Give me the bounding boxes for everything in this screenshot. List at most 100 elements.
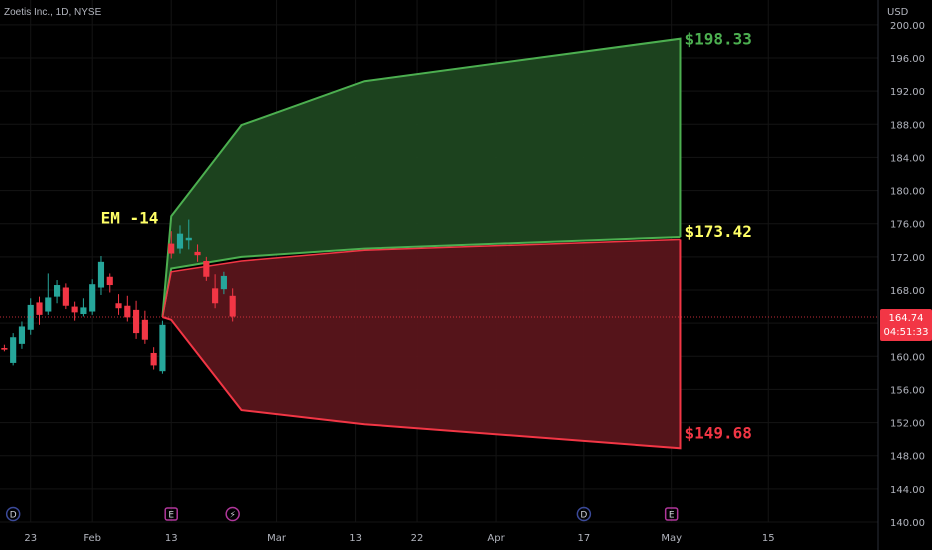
- candle-body: [80, 307, 87, 315]
- candle[interactable]: [10, 333, 17, 366]
- price-tick-label: 152.00: [890, 419, 925, 430]
- candle[interactable]: [18, 321, 26, 349]
- price-tick-label: 156.00: [890, 385, 925, 396]
- time-tick-label: 23: [24, 533, 37, 544]
- price-tick-label: 200.00: [890, 21, 925, 32]
- candle-body: [220, 275, 227, 290]
- lower-target-label: $149.68: [684, 423, 751, 442]
- event-letter: D: [580, 511, 587, 521]
- current-price-value: 164.74: [889, 313, 924, 324]
- candle-body: [176, 233, 184, 249]
- candle-body: [229, 295, 236, 317]
- expected-move-label: EM -14: [101, 209, 159, 228]
- candle-body: [1, 348, 8, 350]
- event-dividend-marker[interactable]: D: [576, 506, 592, 522]
- candle[interactable]: [80, 298, 87, 317]
- candle[interactable]: [212, 274, 219, 309]
- expected-move-zones: [161, 37, 682, 450]
- candle[interactable]: [220, 271, 227, 295]
- candle-body: [106, 276, 113, 286]
- candle[interactable]: [133, 300, 140, 339]
- price-tick-label: 148.00: [890, 452, 925, 463]
- time-tick-label: Apr: [487, 533, 505, 544]
- time-tick-label: May: [661, 533, 682, 544]
- candle-body: [203, 261, 210, 277]
- event-letter: E: [669, 511, 675, 521]
- price-tick-label: 160.00: [890, 352, 925, 363]
- candle-body: [89, 284, 96, 312]
- candle-body: [133, 309, 140, 334]
- event-letter: E: [168, 511, 174, 521]
- candle[interactable]: [168, 231, 175, 259]
- candle-body: [71, 306, 78, 313]
- upper-zone-fill: [162, 38, 681, 317]
- candle-body: [159, 324, 166, 372]
- time-tick-label: 13: [165, 533, 178, 544]
- candle[interactable]: [89, 279, 96, 315]
- event-badge: [225, 506, 240, 522]
- candle-body: [115, 303, 122, 309]
- candle[interactable]: [97, 256, 105, 295]
- time-tick-label: 13: [349, 533, 362, 544]
- candle[interactable]: [150, 347, 157, 370]
- price-tick-label: 192.00: [890, 87, 925, 98]
- expected-move-labels: $198.33 $173.42 $149.68 EM -14: [101, 30, 752, 443]
- candle-body: [10, 337, 17, 363]
- middle-line-lower: [161, 238, 681, 318]
- middle-target-label: $173.42: [684, 222, 751, 241]
- price-tick-label: 176.00: [890, 220, 925, 231]
- symbol-title: Zoetis Inc., 1D, NYSE: [4, 7, 102, 18]
- price-tick-label: 172.00: [890, 253, 925, 264]
- candle[interactable]: [176, 225, 184, 254]
- candle[interactable]: [36, 296, 43, 325]
- currency-label: USD: [887, 7, 909, 18]
- price-tick-label: 188.00: [890, 120, 925, 131]
- candle[interactable]: [62, 283, 69, 310]
- candle-body: [45, 297, 52, 312]
- bar-countdown: 04:51:33: [884, 327, 929, 338]
- candle-body: [194, 251, 201, 256]
- event-badge: [576, 506, 592, 522]
- price-tick-label: 180.00: [890, 187, 925, 198]
- time-tick-label: 17: [578, 533, 591, 544]
- candle[interactable]: [115, 294, 122, 315]
- time-axis[interactable]: 23 Feb 13 Mar 13 22 Apr 17 May 15: [24, 533, 774, 544]
- candle[interactable]: [185, 219, 192, 250]
- candle-body: [124, 305, 131, 318]
- price-tick-label: 144.00: [890, 485, 925, 496]
- candle[interactable]: [106, 273, 113, 293]
- candle-body: [62, 287, 69, 306]
- upper-boundary-line: [161, 37, 682, 318]
- candle[interactable]: [203, 256, 210, 281]
- candle-body: [18, 326, 26, 344]
- event-earnings-marker[interactable]: E: [164, 507, 178, 521]
- candle-body: [185, 237, 192, 241]
- candle-body: [212, 288, 219, 304]
- candle[interactable]: [1, 344, 8, 352]
- price-tick-label: 140.00: [890, 518, 925, 529]
- candle[interactable]: [159, 320, 166, 374]
- price-tick-label: 168.00: [890, 286, 925, 297]
- time-tick-label: 22: [411, 533, 424, 544]
- candle[interactable]: [71, 301, 78, 321]
- candle[interactable]: [141, 310, 148, 344]
- candle-body: [53, 285, 61, 297]
- event-dividend-marker[interactable]: D: [5, 506, 21, 522]
- candle[interactable]: [53, 280, 61, 304]
- time-tick-label: Feb: [83, 533, 101, 544]
- candle-body: [97, 261, 105, 288]
- event-badge: [5, 506, 21, 522]
- time-tick-label: Mar: [267, 533, 287, 544]
- event-earnings-marker[interactable]: E: [664, 507, 679, 521]
- candle[interactable]: [45, 273, 52, 315]
- candle-body: [150, 352, 157, 366]
- event-split-marker[interactable]: ⚡: [225, 506, 240, 522]
- price-tick-label: 196.00: [890, 54, 925, 65]
- candle[interactable]: [124, 295, 131, 322]
- candle[interactable]: [229, 288, 236, 322]
- lower-zone-fill: [162, 239, 681, 449]
- candle[interactable]: [194, 244, 201, 262]
- candle-body: [36, 302, 43, 315]
- current-price-tag: 164.74 04:51:33: [880, 309, 932, 342]
